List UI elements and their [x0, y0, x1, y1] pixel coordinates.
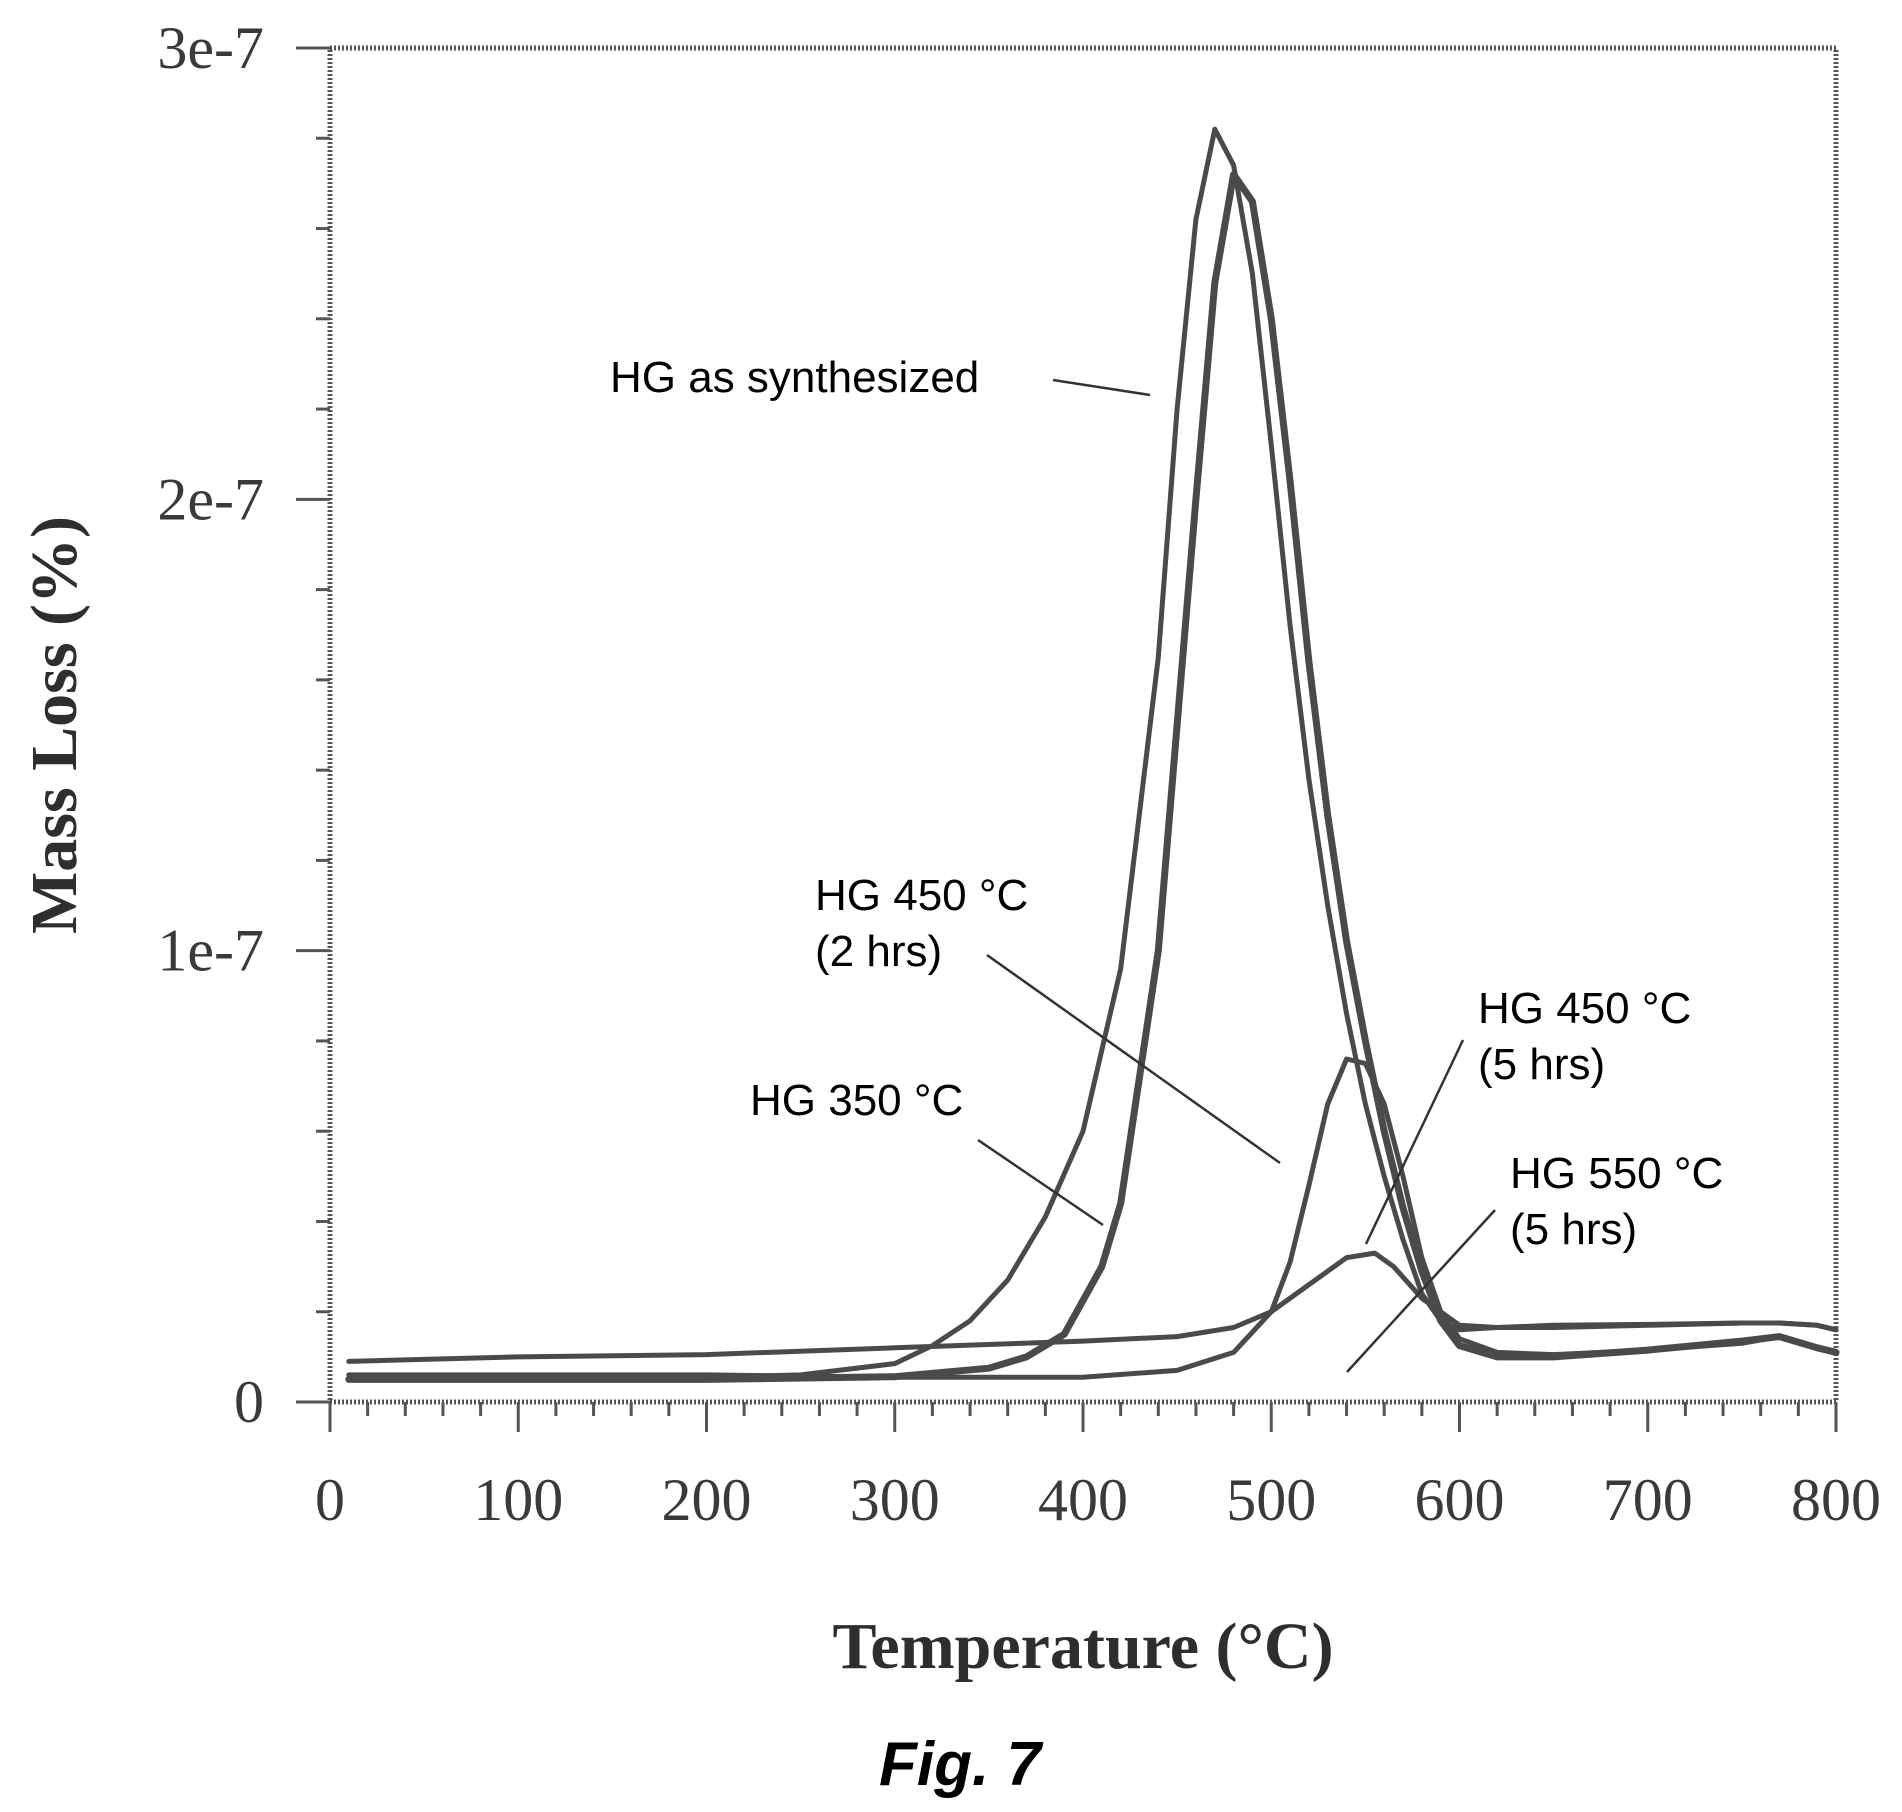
annotation-label: HG 450 °C	[815, 871, 1028, 920]
series-line	[346, 1250, 1839, 1364]
y-tick-label: 1e-7	[157, 918, 264, 984]
annotation-leaders	[977, 378, 1496, 1373]
figure-caption: Fig. 7	[879, 1730, 1043, 1799]
plot-frame	[327, 45, 1839, 1405]
y-tick-label: 3e-7	[157, 15, 264, 81]
annotation-label: HG 550 °C	[1510, 1149, 1723, 1198]
annotation-leader	[1364, 1039, 1465, 1245]
annotation-label: (5 hrs)	[1510, 1205, 1637, 1254]
x-tick-label: 800	[1791, 1467, 1881, 1533]
tick-labels: 0 100 200 300 400 500 600 700 800 0 1e-7 2e-7 3e-7	[157, 15, 1881, 1533]
x-tick-label: 300	[850, 1467, 940, 1533]
annotation-label: HG 450 °C	[1478, 984, 1691, 1033]
x-tick-label: 0	[315, 1467, 345, 1533]
x-tick-label: 100	[473, 1467, 563, 1533]
x-tick-label: 200	[662, 1467, 752, 1533]
annotation-leader	[977, 1138, 1104, 1227]
x-tick-label: 600	[1415, 1467, 1505, 1533]
annotations: HG as synthesized HG 450 °C (2 hrs) HG 450 …	[610, 353, 1723, 1254]
x-axis-title: Temperature (°C)	[832, 1610, 1333, 1683]
annotation-label: (5 hrs)	[1478, 1040, 1605, 1089]
y-axis-title: Mass Loss (%)	[18, 516, 91, 934]
annotation-leader	[1346, 1209, 1496, 1373]
annotation-label: (2 hrs)	[815, 927, 942, 976]
x-tick-label: 700	[1603, 1467, 1693, 1533]
y-tick-label: 2e-7	[157, 466, 264, 532]
annotation-leader	[1052, 378, 1151, 397]
series-line	[346, 1056, 1839, 1380]
x-tick-label: 400	[1038, 1467, 1128, 1533]
axis-ticks	[296, 46, 1838, 1432]
x-tick-label: 500	[1226, 1467, 1316, 1533]
data-curves	[345, 126, 1840, 1383]
y-tick-label: 0	[234, 1369, 264, 1435]
annotation-label: HG as synthesized	[610, 353, 979, 402]
annotation-label: HG 350 °C	[750, 1076, 963, 1125]
annotation-leader	[986, 953, 1281, 1165]
series-line	[345, 170, 1840, 1383]
